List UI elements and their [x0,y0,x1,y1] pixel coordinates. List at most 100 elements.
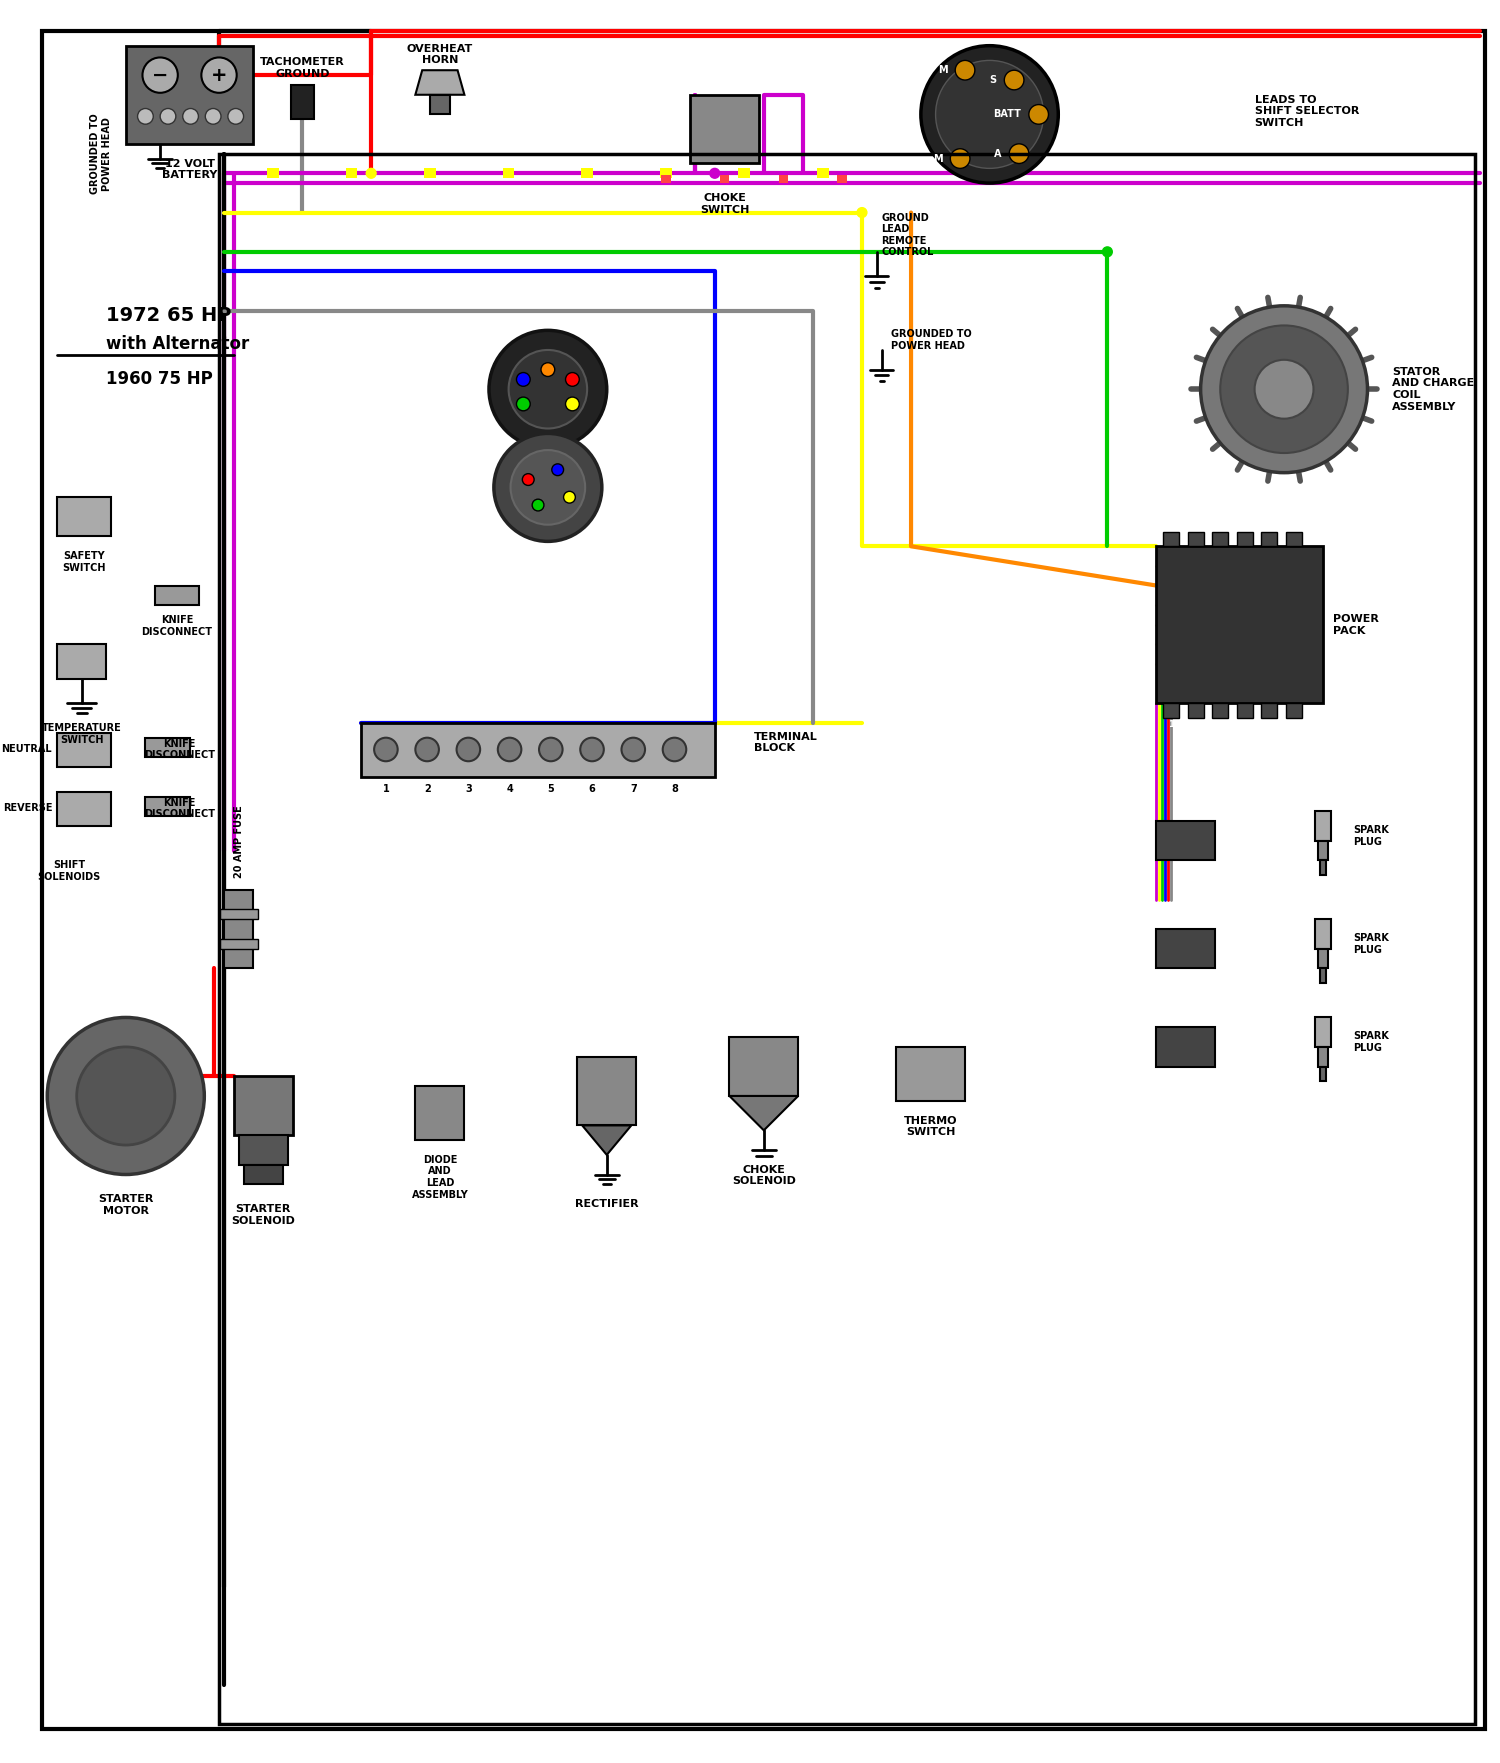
Bar [1316,919,1330,948]
Bar [1212,532,1228,547]
Text: 3: 3 [1218,721,1222,730]
Text: 6: 6 [588,785,596,793]
Circle shape [1029,104,1048,123]
Text: KNIFE
DISCONNECT: KNIFE DISCONNECT [141,615,213,636]
Bar [126,46,254,145]
Circle shape [522,474,534,485]
Bar [1320,968,1326,984]
Circle shape [489,330,608,448]
Circle shape [956,60,975,79]
Text: 3: 3 [465,785,471,793]
Bar [690,95,759,164]
Text: GROUND
LEAD
REMOTE
CONTROL: GROUND LEAD REMOTE CONTROL [882,213,934,257]
Circle shape [580,737,604,762]
Circle shape [183,109,198,123]
Text: 1960 75 HP: 1960 75 HP [106,370,213,388]
Text: 8: 8 [670,785,678,793]
Text: BATT: BATT [993,109,1022,120]
Circle shape [206,109,220,123]
Circle shape [1005,71,1025,90]
Bar [362,723,714,777]
Polygon shape [416,71,465,95]
Bar [578,1056,636,1125]
Circle shape [1102,247,1113,257]
Text: 5: 5 [548,785,554,793]
Text: 4: 4 [1242,721,1248,730]
Bar [778,175,789,183]
Bar [897,1047,964,1100]
Circle shape [201,58,237,93]
Bar [818,169,828,178]
Bar [1238,532,1252,547]
Text: SHIFT
SOLENOIDS: SHIFT SOLENOIDS [38,860,100,882]
Bar [720,175,729,183]
Text: KNIFE
DISCONNECT: KNIFE DISCONNECT [144,797,216,820]
Circle shape [416,737,440,762]
Text: NEUTRAL: NEUTRAL [2,744,53,755]
Circle shape [494,434,602,541]
Bar [146,797,189,816]
Bar [1318,948,1328,968]
Bar [424,169,436,178]
Text: 7: 7 [1168,520,1174,529]
Circle shape [710,169,720,178]
Circle shape [160,109,176,123]
Text: THERMO
SWITCH: THERMO SWITCH [904,1116,957,1137]
Text: DIODE
AND
LEAD
ASSEMBLY: DIODE AND LEAD ASSEMBLY [411,1155,468,1199]
Bar [660,175,670,183]
Text: GROUNDED TO
POWER HEAD: GROUNDED TO POWER HEAD [90,113,112,194]
Bar [1212,703,1228,718]
Bar [154,585,200,605]
Bar [1164,532,1179,547]
Circle shape [532,499,544,511]
Circle shape [1220,326,1348,453]
Bar [57,792,111,827]
Bar [660,169,672,178]
Text: 12 VOLT
BATTERY: 12 VOLT BATTERY [162,159,218,180]
Circle shape [951,148,970,169]
Text: with Alternator: with Alternator [106,335,249,353]
Text: SPARK
PLUG: SPARK PLUG [1353,933,1389,954]
Bar [416,1086,465,1141]
Text: 1: 1 [1168,721,1174,730]
Text: 7: 7 [630,785,636,793]
Circle shape [936,60,1044,169]
Circle shape [374,737,398,762]
Text: REVERSE: REVERSE [3,804,52,813]
Circle shape [516,372,530,386]
Text: 9: 9 [1218,520,1222,529]
Circle shape [138,109,153,123]
Circle shape [856,208,867,217]
Text: 20 AMP FUSE: 20 AMP FUSE [234,806,243,878]
Bar [267,169,279,178]
Circle shape [366,169,376,178]
Bar [243,1165,284,1185]
Bar [1188,532,1203,547]
Bar [224,890,254,968]
Bar [1316,1017,1330,1047]
Bar [1262,703,1276,718]
Bar [219,910,258,919]
Circle shape [566,372,579,386]
Text: SPARK
PLUG: SPARK PLUG [1353,1031,1389,1053]
Text: +: + [211,65,228,85]
Bar [1286,703,1302,718]
Circle shape [1200,305,1368,472]
Text: STARTER
SOLENOID: STARTER SOLENOID [231,1204,296,1225]
Bar [580,169,592,178]
Text: 1972 65 HP: 1972 65 HP [106,305,231,324]
Circle shape [552,464,564,476]
Text: CHOKE
SWITCH: CHOKE SWITCH [700,192,748,215]
Circle shape [516,397,530,411]
Bar [1320,860,1326,874]
Bar [219,940,258,948]
Text: STATOR
AND CHARGE
COIL
ASSEMBLY: STATOR AND CHARGE COIL ASSEMBLY [1392,367,1474,411]
Text: 2: 2 [1192,721,1198,730]
Text: M: M [938,65,948,76]
Text: 6: 6 [1292,721,1298,730]
Text: RECTIFIER: RECTIFIER [574,1199,639,1209]
Circle shape [498,737,522,762]
Bar [238,1135,288,1165]
Text: CHOKE
SOLENOID: CHOKE SOLENOID [732,1165,795,1186]
Bar [57,645,106,679]
